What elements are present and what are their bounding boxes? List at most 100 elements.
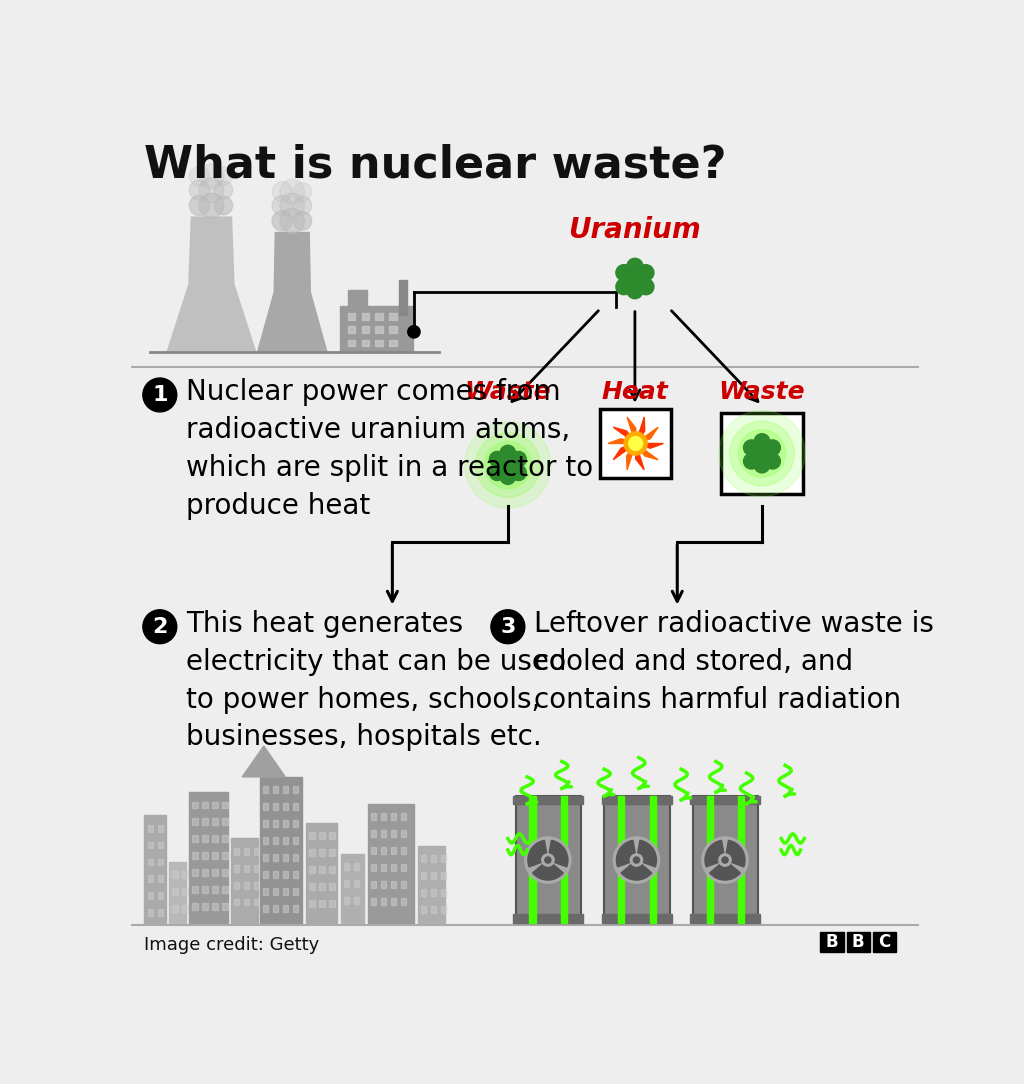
Circle shape — [511, 451, 526, 467]
Text: B: B — [852, 933, 864, 952]
Bar — [182, 888, 187, 894]
Bar — [254, 848, 259, 854]
Circle shape — [755, 457, 770, 473]
Bar — [202, 836, 208, 842]
Bar — [400, 881, 407, 888]
Circle shape — [625, 431, 647, 455]
Wedge shape — [548, 840, 568, 867]
Bar — [344, 880, 349, 887]
Circle shape — [755, 434, 770, 449]
Circle shape — [199, 178, 223, 203]
Bar — [431, 906, 436, 913]
Bar — [273, 905, 279, 912]
Circle shape — [500, 457, 516, 473]
Circle shape — [189, 166, 210, 186]
Polygon shape — [636, 427, 658, 443]
Bar — [254, 899, 259, 905]
Circle shape — [490, 610, 525, 644]
Bar — [212, 852, 217, 860]
Bar — [371, 830, 376, 837]
Bar — [421, 906, 426, 913]
Bar — [371, 898, 376, 905]
Bar — [263, 854, 268, 861]
Bar — [389, 326, 397, 334]
Bar — [244, 848, 249, 854]
Text: Waste: Waste — [719, 379, 805, 404]
Bar — [147, 841, 153, 849]
Bar — [202, 852, 208, 860]
Circle shape — [280, 179, 304, 204]
Text: Heat: Heat — [601, 379, 669, 404]
Wedge shape — [532, 860, 563, 880]
Bar — [273, 854, 279, 861]
Bar — [330, 849, 335, 856]
Bar — [147, 909, 153, 916]
Bar — [441, 873, 446, 879]
Circle shape — [627, 271, 643, 286]
Bar — [400, 847, 407, 854]
Text: This heat generates
electricity that can be used
to power homes, schools,
busine: This heat generates electricity that can… — [186, 610, 566, 751]
Bar — [254, 881, 259, 889]
Bar — [293, 803, 298, 810]
Wedge shape — [622, 860, 652, 880]
Circle shape — [500, 469, 516, 485]
Circle shape — [484, 441, 531, 489]
Circle shape — [199, 164, 223, 189]
Bar — [202, 869, 208, 876]
Text: C: C — [879, 933, 891, 952]
Bar — [602, 796, 672, 804]
Bar — [202, 903, 208, 911]
Circle shape — [143, 378, 177, 412]
Bar — [193, 801, 198, 809]
Bar — [319, 849, 325, 856]
Bar — [344, 896, 349, 904]
Bar — [391, 898, 396, 905]
Bar — [319, 900, 325, 907]
Polygon shape — [636, 443, 644, 469]
Bar — [147, 892, 153, 900]
Bar — [158, 841, 163, 849]
Bar — [230, 839, 258, 924]
Bar — [306, 823, 337, 924]
Bar — [158, 825, 163, 831]
Bar — [273, 870, 279, 878]
Circle shape — [755, 446, 770, 461]
Bar — [193, 887, 198, 893]
Circle shape — [615, 279, 632, 295]
Bar — [283, 820, 289, 827]
Bar — [348, 313, 355, 320]
Bar — [309, 883, 314, 890]
Bar — [158, 892, 163, 900]
Bar — [354, 863, 359, 870]
Bar — [330, 866, 335, 873]
Bar — [561, 796, 567, 924]
Polygon shape — [613, 443, 636, 460]
Bar — [212, 818, 217, 825]
Bar — [381, 847, 386, 854]
Bar — [263, 837, 268, 843]
Bar — [391, 847, 396, 854]
Wedge shape — [528, 840, 548, 867]
Wedge shape — [710, 860, 740, 880]
Bar — [398, 281, 407, 314]
Bar — [600, 409, 671, 478]
Bar — [381, 881, 386, 888]
Bar — [371, 881, 376, 888]
Bar — [421, 873, 426, 879]
Circle shape — [765, 440, 780, 455]
Bar — [273, 803, 279, 810]
Bar — [202, 887, 208, 893]
Text: B: B — [825, 933, 839, 952]
Circle shape — [738, 429, 785, 477]
Text: Nuclear power comes from
radioactive uranium atoms,
which are split in a reactor: Nuclear power comes from radioactive ura… — [186, 378, 593, 519]
Polygon shape — [258, 232, 327, 352]
Circle shape — [525, 837, 571, 883]
Circle shape — [272, 182, 292, 202]
Bar — [515, 796, 581, 924]
Bar — [400, 898, 407, 905]
Bar — [354, 896, 359, 904]
Circle shape — [475, 433, 541, 498]
Bar — [602, 914, 672, 924]
Circle shape — [214, 167, 232, 185]
Bar — [400, 830, 407, 837]
